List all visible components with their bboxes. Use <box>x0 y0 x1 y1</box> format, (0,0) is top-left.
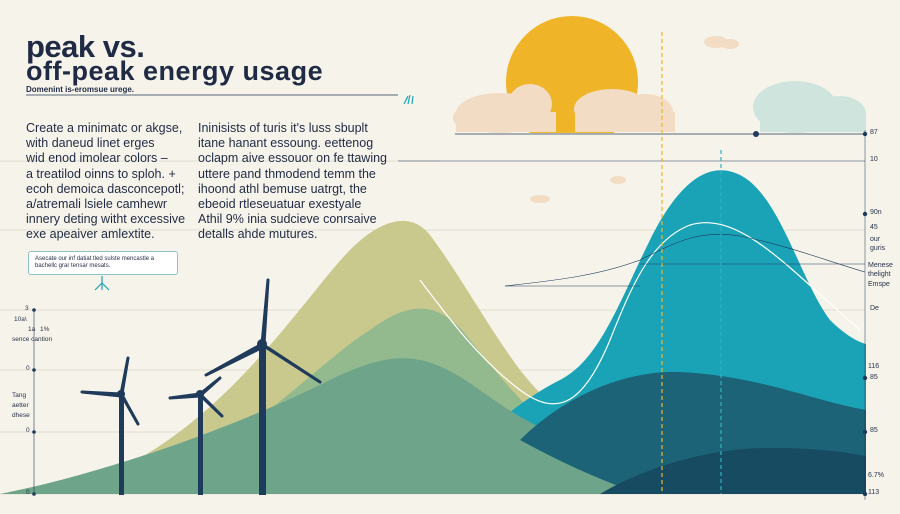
right-paragraph-line: uttere pand thmodend temm the <box>198 166 376 181</box>
right-paragraph: Ininisists of turis it's luss sbuplt ita… <box>198 121 403 243</box>
left-series-label-c: 1% <box>40 326 50 333</box>
right-axis-label: our <box>870 236 881 243</box>
callout-line: Asecate our inf datiat tled sulste menca… <box>35 256 155 262</box>
right-axis-label: Emspe <box>868 281 890 288</box>
left-axis-caption: sence cantion <box>12 336 53 343</box>
left-paragraph-line: a/atremali lsiele camhewr <box>26 197 168 212</box>
right-axis-label: 116 <box>868 363 880 370</box>
left-paragraph-line: a treatilod oinns to sploh. + <box>26 166 176 181</box>
right-axis-label: 10 <box>870 156 878 163</box>
guide-marker <box>753 131 759 137</box>
callout-pin-icon <box>94 276 110 291</box>
cloud-icon <box>453 84 675 133</box>
right-axis-label: guris <box>870 245 886 252</box>
right-axis-label: 85 <box>870 427 878 434</box>
left-paragraph-line: Create a minimatc or akgse, <box>26 121 183 135</box>
right-paragraph-line: ebeoid rtleseuatuar exestyale <box>198 197 362 212</box>
right-paragraph-line: oclapm aive essouor on fe ttawing <box>198 151 387 166</box>
right-paragraph-line: Ininisists of turis it's luss sbuplt <box>198 121 368 135</box>
usage-curve <box>419 222 861 405</box>
thin-curve <box>504 233 866 287</box>
right-axis-label: 87 <box>870 129 878 136</box>
green-hill <box>0 358 866 494</box>
right-paragraph-line: ihoond athl bemuse uatrgt, the <box>198 181 367 196</box>
small-cloud-icon <box>530 36 739 203</box>
left-axis-mid-label: 0 <box>26 365 30 372</box>
right-axis-label: 85 <box>870 374 878 381</box>
right-axis-label: Menese <box>868 262 893 269</box>
right-axis-label: thelight <box>868 271 891 278</box>
left-paragraph-line: exe apeaiver amlextite. <box>26 227 155 242</box>
left-axis-mid-bottom-label: 0 <box>26 427 30 434</box>
callout-line: bachellc grar tensar mesats. <box>35 263 111 269</box>
callout-box: Asecate our inf datiat tled sulste menca… <box>28 251 178 275</box>
left-axis-top-label: 3 <box>25 305 29 312</box>
left-series-label-a: 10a\ <box>14 316 27 323</box>
left-series-label-b: 1a <box>28 326 36 333</box>
dark-teal-base <box>600 447 866 494</box>
left-paragraph-line: ecoh demoica dasconcepotl; <box>26 181 185 196</box>
right-axis-label: 113 <box>868 489 880 496</box>
left-side-label: aetter <box>12 402 29 409</box>
horizon-mask <box>440 133 870 163</box>
right-axis-label: 45 <box>870 224 878 231</box>
left-paragraph-line: with daneud linet erges <box>26 136 155 151</box>
left-side-label: Tang <box>12 392 27 399</box>
wind-turbine-icon <box>168 376 224 495</box>
left-side-label: dhese <box>12 412 30 419</box>
leaf-icon <box>403 94 414 105</box>
cloud-teal-icon <box>753 81 866 133</box>
page-title-line2: off-peak energy usage <box>26 56 324 86</box>
page-title: peak vs. <box>26 29 145 64</box>
right-axis-label: 6.7% <box>868 472 884 479</box>
right-axis-label: De <box>870 305 879 312</box>
subtitle: Domenint is-eromsue urege. <box>26 85 135 94</box>
left-axis-bottom-label: 0 <box>26 489 30 496</box>
wind-turbine-icon <box>80 356 140 495</box>
wind-turbine-icon <box>204 278 322 495</box>
right-paragraph-line: Athil 9% inia sudcieve conrsaive <box>198 212 377 227</box>
left-paragraph: Create a minimatc or akgse, with daneud … <box>26 121 196 243</box>
left-paragraph-line: innery deting witht excessive <box>26 212 186 227</box>
left-paragraph-line: wid enod imolear colors – <box>26 151 168 166</box>
left-axis-dots <box>32 308 36 496</box>
right-paragraph-line: detalls ahde mutures. <box>198 227 318 242</box>
right-paragraph-line: itane hanant essoung. eettenog <box>198 136 374 151</box>
right-axis-label: 90n <box>870 209 882 216</box>
